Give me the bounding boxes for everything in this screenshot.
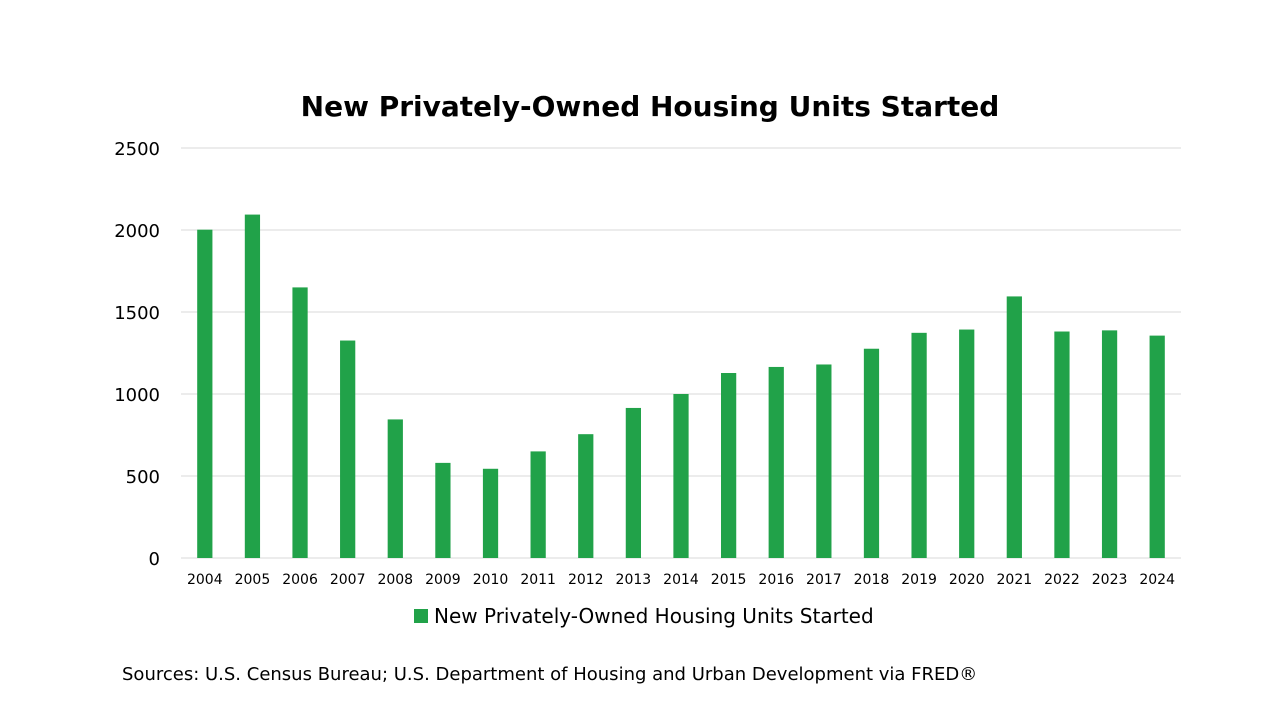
x-tick-label: 2017 [806,572,842,588]
bar-2012 [578,434,594,558]
x-tick-label: 2014 [663,572,699,588]
y-tick-label: 500 [126,467,160,488]
y-tick-label: 1000 [114,385,160,406]
y-tick-label: 2000 [114,221,160,242]
bar-2008 [387,419,403,558]
bar-2021 [1006,296,1022,558]
bar-2024 [1149,335,1165,558]
bars [197,214,1165,559]
bar-2017 [816,364,832,558]
y-tick-label: 0 [149,549,160,570]
legend-swatch [414,609,428,623]
x-tick-label: 2009 [425,572,461,588]
x-tick-label: 2005 [235,572,271,588]
bar-2023 [1101,330,1118,558]
bar-2007 [340,340,356,558]
bar-2009 [435,462,451,558]
bar-2013 [625,407,641,558]
x-tick-label: 2023 [1092,572,1128,588]
x-tick-label: 2013 [616,572,652,588]
chart-title: New Privately-Owned Housing Units Starte… [301,90,1000,123]
source-note: Sources: U.S. Census Bureau; U.S. Depart… [122,664,977,685]
bar-2011 [530,451,546,558]
x-tick-label: 2010 [473,572,509,588]
y-tick-label: 1500 [114,303,160,324]
bar-2005 [244,214,261,559]
x-tick-label: 2008 [377,572,413,588]
bar-2015 [721,373,737,558]
bar-2022 [1054,331,1070,558]
legend: New Privately-Owned Housing Units Starte… [414,604,874,628]
x-tick-label: 2022 [1044,572,1080,588]
x-tick-label: 2019 [901,572,937,588]
x-tick-label: 2018 [854,572,890,588]
x-tick-label: 2004 [187,572,223,588]
bar-2016 [768,366,784,558]
x-tick-label: 2006 [282,572,318,588]
bar-2014 [673,394,689,558]
x-tick-label: 2007 [330,572,366,588]
bar-2020 [959,329,975,558]
bar-2004 [197,229,213,558]
x-tick-label: 2024 [1139,572,1175,588]
x-tick-label: 2021 [997,572,1033,588]
x-tick-label: 2012 [568,572,604,588]
y-tick-label: 2500 [114,139,160,160]
bar-2019 [911,332,927,558]
x-tick-label: 2020 [949,572,985,588]
x-tick-label: 2015 [711,572,747,588]
bar-2006 [292,287,308,558]
legend-label: New Privately-Owned Housing Units Starte… [434,604,874,628]
bar-2018 [863,348,880,558]
bar-2010 [482,468,499,558]
x-tick-label: 2016 [758,572,794,588]
y-axis-ticks: 0 500 1000 1500 2000 2500 [114,139,160,570]
x-axis-ticks: 2004 2005 2006 2007 2008 2009 2010 2011 2012 2013… [187,572,1175,588]
x-tick-label: 2011 [520,572,556,588]
